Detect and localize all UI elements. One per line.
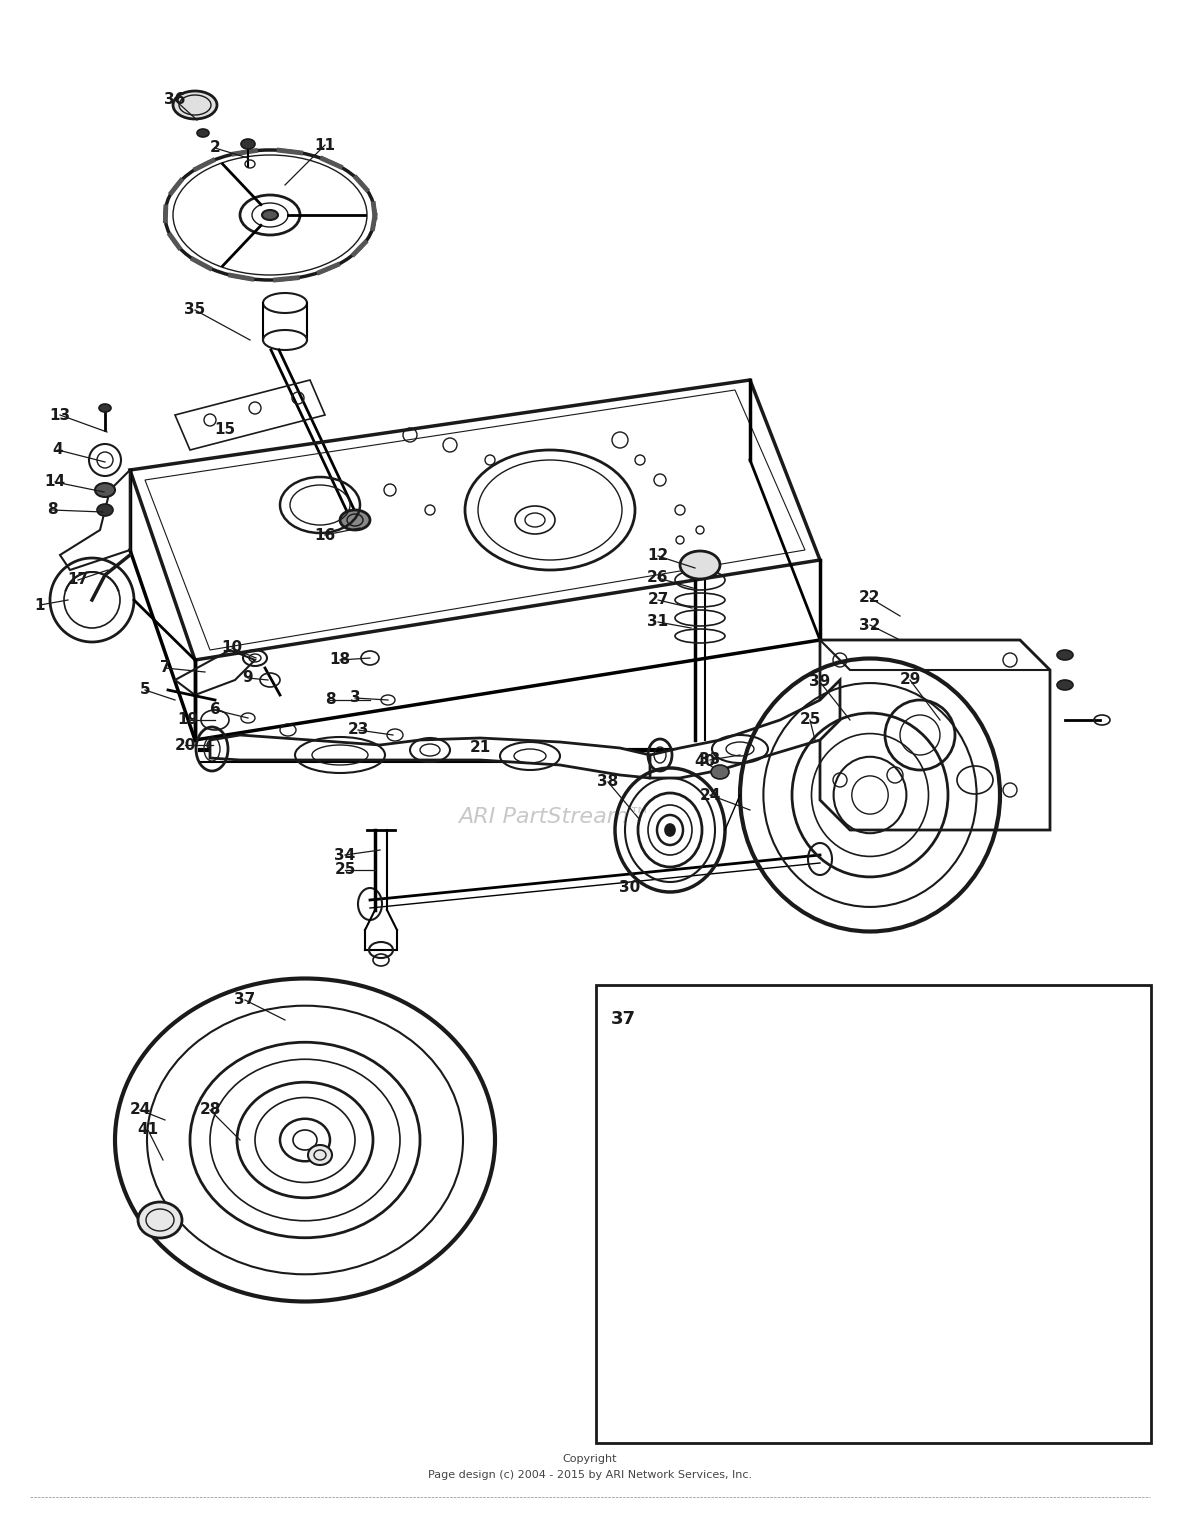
Text: 20: 20	[175, 738, 196, 753]
Text: 24: 24	[700, 788, 721, 803]
Text: ARI PartStream™: ARI PartStream™	[458, 806, 651, 828]
Text: 3: 3	[349, 690, 360, 705]
Text: 4: 4	[53, 443, 64, 458]
Text: 18: 18	[329, 652, 350, 667]
Ellipse shape	[173, 92, 217, 119]
Text: 28: 28	[199, 1102, 221, 1118]
Ellipse shape	[96, 483, 114, 496]
Text: 34: 34	[334, 847, 355, 863]
Ellipse shape	[197, 128, 209, 137]
Text: 13: 13	[50, 408, 71, 423]
Text: 7: 7	[159, 661, 170, 675]
Text: 25: 25	[334, 863, 355, 878]
Text: 40: 40	[694, 754, 715, 770]
Text: 11: 11	[315, 137, 335, 153]
Text: 14: 14	[45, 475, 66, 490]
Text: 6: 6	[210, 702, 221, 718]
Text: 41: 41	[137, 1122, 158, 1138]
Text: 5: 5	[139, 683, 150, 698]
Text: 35: 35	[184, 302, 205, 318]
Text: 33: 33	[700, 753, 721, 768]
Text: 27: 27	[648, 592, 669, 608]
Text: 25: 25	[799, 713, 820, 727]
Ellipse shape	[666, 825, 675, 835]
Polygon shape	[210, 734, 660, 777]
Text: 1: 1	[34, 597, 45, 612]
Ellipse shape	[1057, 680, 1073, 690]
Text: 39: 39	[809, 675, 831, 690]
Ellipse shape	[206, 739, 223, 751]
Text: 22: 22	[859, 591, 880, 606]
Text: 19: 19	[177, 713, 198, 727]
Ellipse shape	[241, 139, 255, 150]
Text: 31: 31	[648, 614, 669, 629]
Text: 37: 37	[235, 993, 256, 1008]
Text: 30: 30	[620, 881, 641, 895]
Text: Copyright
Page design (c) 2004 - 2015 by ARI Network Services, Inc.: Copyright Page design (c) 2004 - 2015 by…	[428, 1454, 752, 1480]
Text: 9: 9	[243, 670, 254, 686]
Text: 10: 10	[222, 640, 243, 655]
Polygon shape	[650, 680, 840, 777]
Text: 16: 16	[314, 527, 335, 542]
Text: 15: 15	[215, 423, 236, 438]
Ellipse shape	[99, 405, 111, 412]
Ellipse shape	[97, 504, 113, 516]
Text: 8: 8	[47, 502, 58, 518]
Text: 38: 38	[597, 774, 618, 789]
Ellipse shape	[138, 1202, 182, 1238]
Ellipse shape	[1057, 651, 1073, 660]
Text: 32: 32	[859, 617, 880, 632]
Text: 24: 24	[130, 1102, 151, 1118]
Bar	[596, 985, 1150, 1443]
Text: 26: 26	[648, 571, 669, 585]
Ellipse shape	[712, 765, 729, 779]
Text: 29: 29	[899, 672, 920, 687]
Text: 23: 23	[347, 722, 368, 738]
Text: 37: 37	[611, 1009, 636, 1028]
Text: 2: 2	[210, 140, 221, 156]
Text: 12: 12	[648, 548, 669, 563]
Ellipse shape	[340, 510, 371, 530]
Text: 17: 17	[67, 573, 88, 588]
Text: 8: 8	[324, 693, 335, 707]
Text: 21: 21	[470, 741, 491, 756]
Ellipse shape	[262, 211, 278, 220]
Text: 36: 36	[164, 93, 185, 107]
Ellipse shape	[680, 551, 720, 579]
Ellipse shape	[308, 1145, 332, 1165]
Polygon shape	[820, 640, 1050, 831]
